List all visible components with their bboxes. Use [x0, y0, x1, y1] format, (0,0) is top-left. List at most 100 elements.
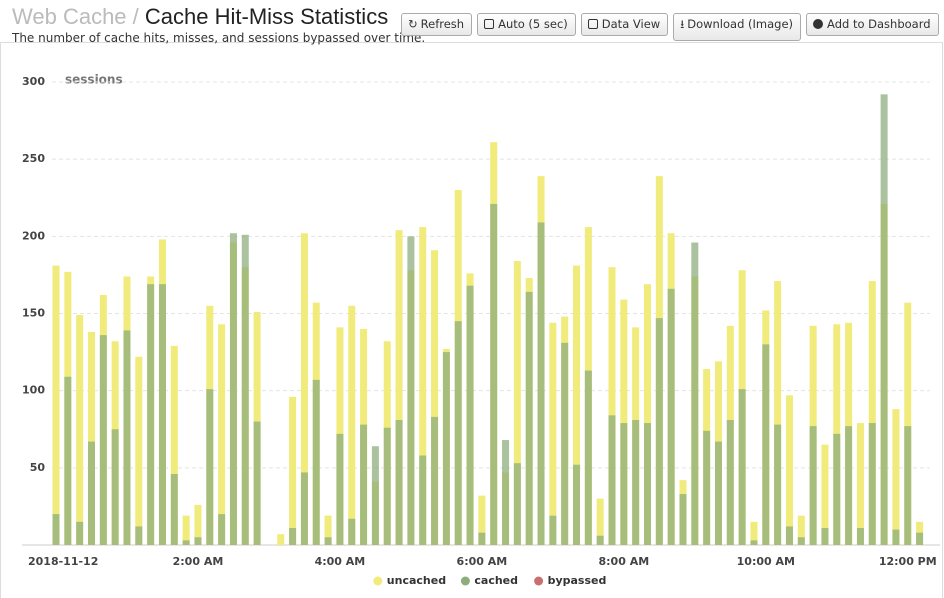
- bar: [324, 537, 332, 545]
- bar: [726, 419, 734, 545]
- bar: [904, 426, 912, 545]
- refresh-button[interactable]: ↻ Refresh: [401, 13, 473, 36]
- bar: [785, 395, 793, 545]
- bar: [596, 498, 604, 545]
- bar: [431, 250, 439, 545]
- bar: [395, 419, 403, 545]
- bar: [64, 376, 72, 545]
- bar: [892, 409, 900, 545]
- y-axis-label: sessions: [65, 73, 123, 87]
- bar: [809, 426, 817, 545]
- panel: [0, 42, 943, 598]
- bar: [442, 352, 450, 545]
- bar: [644, 423, 651, 545]
- bar: [324, 515, 332, 545]
- bar: [821, 444, 829, 545]
- bar: [513, 463, 521, 545]
- auto-button[interactable]: Auto (5 sec): [477, 13, 576, 36]
- bar: [87, 332, 95, 545]
- section[interactable]: Web Cache: [12, 4, 127, 29]
- bar: [229, 233, 237, 545]
- bar: [525, 291, 533, 545]
- bar: [549, 322, 557, 545]
- x-tick-label: 4:00 AM: [315, 555, 366, 568]
- bar: [916, 532, 924, 545]
- bar: [277, 534, 285, 545]
- bar: [644, 284, 651, 545]
- bar: [466, 285, 474, 545]
- bar: [502, 440, 510, 545]
- bar: [892, 529, 900, 545]
- bar: [561, 342, 569, 545]
- bar: [620, 423, 628, 545]
- bar: [253, 421, 261, 545]
- bar: [111, 429, 119, 545]
- bar: [833, 433, 841, 545]
- bar: [182, 540, 190, 545]
- bar: [856, 528, 864, 545]
- bar: [774, 281, 782, 545]
- bar: [194, 537, 202, 545]
- x-tick-label: 10:00 AM: [737, 555, 795, 568]
- toolbar: ↻ Refresh Auto (5 sec) Data View ⭳ Download (…: [401, 13, 944, 41]
- bar: [797, 515, 805, 545]
- bar: [750, 540, 758, 545]
- bar: [182, 515, 190, 545]
- bar: [454, 321, 462, 545]
- bar: [383, 427, 391, 545]
- bar: [407, 236, 415, 546]
- legend-swatch: [534, 576, 544, 586]
- bar: [549, 515, 557, 545]
- header: Web Cache / Cache Hit-Miss Statistics Th…: [12, 4, 425, 45]
- bar: [360, 424, 368, 545]
- x-tick-label: 2:00 AM: [173, 555, 224, 568]
- x-tick-label: 2018-11-12: [28, 555, 98, 568]
- bar: [513, 261, 521, 545]
- bar: [667, 288, 675, 545]
- bar: [904, 302, 912, 545]
- bar: [289, 396, 297, 545]
- bar: [135, 526, 143, 545]
- bar: [797, 537, 805, 545]
- x-tick-label: 12:00 PM: [879, 555, 937, 568]
- bar: [52, 265, 60, 545]
- bar: [147, 284, 155, 545]
- bar: [573, 464, 581, 545]
- legend-swatch: [460, 576, 470, 586]
- label: Auto (5 sec): [498, 17, 568, 31]
- x-tick-label: 8:00 AM: [599, 555, 650, 568]
- bar: [87, 441, 95, 545]
- download-button[interactable]: ⭳ Download (Image): [673, 13, 802, 41]
- legend-label: uncached: [387, 574, 446, 587]
- bar: [655, 318, 663, 545]
- bar: [750, 521, 758, 545]
- label: Add to Dashboard: [827, 17, 931, 31]
- y-tick-label: 250: [22, 152, 45, 165]
- bar: [608, 415, 616, 545]
- bar: [762, 344, 770, 545]
- bar: [608, 267, 616, 545]
- bar: [596, 535, 604, 545]
- x-tick-label: 6:00 AM: [457, 555, 508, 568]
- bar: [845, 426, 853, 545]
- bar: [703, 430, 711, 545]
- bar: [478, 532, 486, 545]
- bar: [679, 494, 687, 545]
- legend-swatch: [373, 576, 383, 586]
- label: Refresh: [420, 17, 465, 31]
- bar: [312, 379, 320, 545]
- bar: [431, 416, 439, 545]
- bar: [632, 419, 640, 545]
- bar: [336, 433, 344, 545]
- bar: [573, 265, 581, 545]
- bar: [300, 233, 308, 545]
- bar: [99, 335, 107, 545]
- dashboard-button[interactable]: Add to Dashboard: [806, 13, 939, 36]
- bar: [241, 234, 249, 546]
- bar: [135, 356, 143, 545]
- bar: [289, 528, 297, 545]
- y-tick-label: 100: [22, 384, 45, 397]
- data-view-button[interactable]: Data View: [580, 13, 669, 36]
